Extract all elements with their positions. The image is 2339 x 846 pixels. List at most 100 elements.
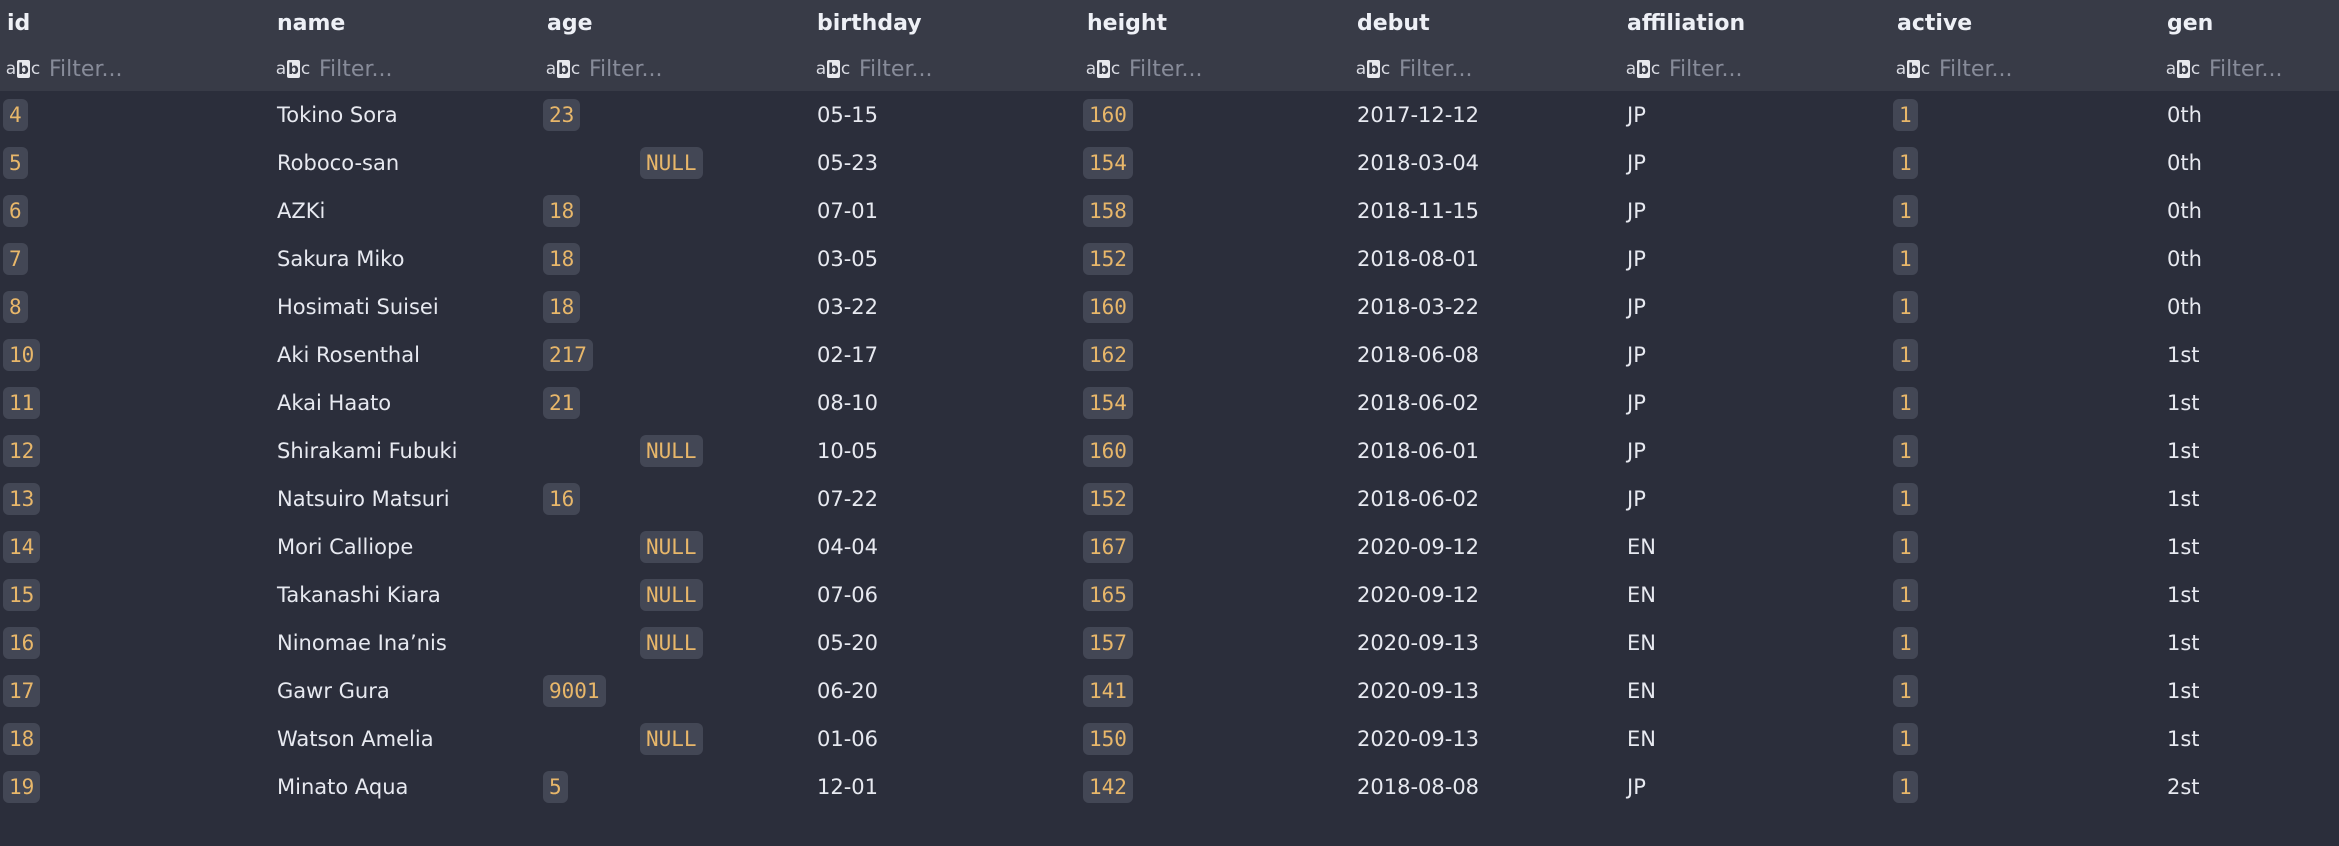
cell-id[interactable]: 14 xyxy=(3,531,41,563)
table-row[interactable]: 16 Ninomae Ina’nis NULL 05-20 157 2020-09-13 E… xyxy=(0,619,2339,667)
cell-height[interactable]: 160 xyxy=(1083,99,1133,131)
table-row[interactable]: 13 Natsuiro Matsuri 16 07-22 152 2018-06-02 JP… xyxy=(0,475,2339,523)
cell-active[interactable]: 1 xyxy=(1893,771,1918,803)
cell-height[interactable]: 158 xyxy=(1083,195,1133,227)
cell-age[interactable]: 18 xyxy=(543,291,581,323)
filter-input-age[interactable] xyxy=(589,56,789,82)
table-row[interactable]: 15 Takanashi Kiara NULL 07-06 165 2020-09-12 E… xyxy=(0,571,2339,619)
cell-gen[interactable]: 0th xyxy=(2167,295,2202,319)
cell-id[interactable]: 12 xyxy=(3,435,41,467)
table-row[interactable]: 4 Tokino Sora 23 05-15 160 2017-12-12 JP 1 0th xyxy=(0,91,2339,139)
table-row[interactable]: 8 Hosimati Suisei 18 03-22 160 2018-03-22 JP 1 0… xyxy=(0,283,2339,331)
cell-id[interactable]: 8 xyxy=(3,291,28,323)
column-header-affiliation[interactable]: affiliation xyxy=(1627,11,1746,36)
cell-active[interactable]: 1 xyxy=(1893,675,1918,707)
cell-gen[interactable]: 0th xyxy=(2167,199,2202,223)
cell-birthday[interactable]: 12-01 xyxy=(817,775,879,799)
cell-birthday[interactable]: 08-10 xyxy=(817,391,879,415)
cell-debut[interactable]: 2018-06-01 xyxy=(1357,439,1480,463)
cell-debut[interactable]: 2017-12-12 xyxy=(1357,103,1480,127)
filter-input-birthday[interactable] xyxy=(859,56,1059,82)
cell-age[interactable]: 18 xyxy=(543,195,581,227)
cell-height[interactable]: 160 xyxy=(1083,435,1133,467)
cell-height[interactable]: 154 xyxy=(1083,147,1133,179)
cell-affiliation[interactable]: JP xyxy=(1627,295,1646,319)
cell-affiliation[interactable]: EN xyxy=(1627,679,1656,703)
column-header-id[interactable]: id xyxy=(7,11,31,36)
cell-name[interactable]: AZKi xyxy=(277,199,326,223)
cell-affiliation[interactable]: JP xyxy=(1627,391,1646,415)
table-row[interactable]: 6 AZKi 18 07-01 158 2018-11-15 JP 1 0th xyxy=(0,187,2339,235)
cell-birthday[interactable]: 06-20 xyxy=(817,679,879,703)
cell-active[interactable]: 1 xyxy=(1893,531,1918,563)
table-row[interactable]: 10 Aki Rosenthal 217 02-17 162 2018-06-08 JP 1 1… xyxy=(0,331,2339,379)
cell-name[interactable]: Hosimati Suisei xyxy=(277,295,439,319)
cell-debut[interactable]: 2020-09-13 xyxy=(1357,727,1480,751)
cell-gen[interactable]: 1st xyxy=(2167,583,2200,607)
column-header-height[interactable]: height xyxy=(1087,11,1168,36)
cell-id[interactable]: 15 xyxy=(3,579,41,611)
cell-gen[interactable]: 1st xyxy=(2167,487,2200,511)
cell-name[interactable]: Ninomae Ina’nis xyxy=(277,631,447,655)
cell-debut[interactable]: 2018-06-02 xyxy=(1357,487,1480,511)
cell-affiliation[interactable]: JP xyxy=(1627,487,1646,511)
cell-age[interactable]: 21 xyxy=(543,387,581,419)
cell-height[interactable]: 157 xyxy=(1083,627,1133,659)
cell-active[interactable]: 1 xyxy=(1893,99,1918,131)
cell-active[interactable]: 1 xyxy=(1893,291,1918,323)
null-badge[interactable]: NULL xyxy=(640,147,703,179)
cell-affiliation[interactable]: EN xyxy=(1627,631,1656,655)
cell-birthday[interactable]: 03-22 xyxy=(817,295,879,319)
cell-active[interactable]: 1 xyxy=(1893,195,1918,227)
cell-id[interactable]: 11 xyxy=(3,387,41,419)
cell-affiliation[interactable]: JP xyxy=(1627,151,1646,175)
cell-active[interactable]: 1 xyxy=(1893,723,1918,755)
cell-age[interactable]: 5 xyxy=(543,771,568,803)
cell-debut[interactable]: 2018-08-01 xyxy=(1357,247,1480,271)
cell-height[interactable]: 162 xyxy=(1083,339,1133,371)
cell-name[interactable]: Roboco-san xyxy=(277,151,400,175)
cell-gen[interactable]: 1st xyxy=(2167,439,2200,463)
cell-name[interactable]: Natsuiro Matsuri xyxy=(277,487,450,511)
table-row[interactable]: 18 Watson Amelia NULL 01-06 150 2020-09-13 EN 1… xyxy=(0,715,2339,763)
filter-input-name[interactable] xyxy=(319,56,519,82)
null-badge[interactable]: NULL xyxy=(640,627,703,659)
cell-affiliation[interactable]: JP xyxy=(1627,439,1646,463)
cell-name[interactable]: Tokino Sora xyxy=(277,103,398,127)
cell-gen[interactable]: 2st xyxy=(2167,775,2200,799)
cell-birthday[interactable]: 07-22 xyxy=(817,487,879,511)
cell-height[interactable]: 152 xyxy=(1083,483,1133,515)
cell-id[interactable]: 18 xyxy=(3,723,41,755)
filter-input-id[interactable] xyxy=(49,56,249,82)
table-row[interactable]: 19 Minato Aqua 5 12-01 142 2018-08-08 JP 1 2st xyxy=(0,763,2339,811)
cell-debut[interactable]: 2020-09-13 xyxy=(1357,679,1480,703)
cell-birthday[interactable]: 10-05 xyxy=(817,439,879,463)
cell-name[interactable]: Takanashi Kiara xyxy=(277,583,441,607)
table-row[interactable]: 11 Akai Haato 21 08-10 154 2018-06-02 JP 1 1st xyxy=(0,379,2339,427)
cell-affiliation[interactable]: EN xyxy=(1627,727,1656,751)
cell-birthday[interactable]: 01-06 xyxy=(817,727,879,751)
null-badge[interactable]: NULL xyxy=(640,723,703,755)
null-badge[interactable]: NULL xyxy=(640,531,703,563)
table-row[interactable]: 5 Roboco-san NULL 05-23 154 2018-03-04 JP 1 0th xyxy=(0,139,2339,187)
cell-name[interactable]: Shirakami Fubuki xyxy=(277,439,458,463)
filter-input-gen[interactable] xyxy=(2209,56,2339,82)
cell-birthday[interactable]: 07-01 xyxy=(817,199,879,223)
cell-name[interactable]: Minato Aqua xyxy=(277,775,409,799)
cell-id[interactable]: 17 xyxy=(3,675,41,707)
cell-id[interactable]: 7 xyxy=(3,243,28,275)
cell-debut[interactable]: 2018-11-15 xyxy=(1357,199,1480,223)
cell-birthday[interactable]: 04-04 xyxy=(817,535,879,559)
cell-affiliation[interactable]: JP xyxy=(1627,199,1646,223)
cell-id[interactable]: 6 xyxy=(3,195,28,227)
cell-height[interactable]: 142 xyxy=(1083,771,1133,803)
cell-id[interactable]: 5 xyxy=(3,147,28,179)
cell-gen[interactable]: 1st xyxy=(2167,391,2200,415)
column-header-debut[interactable]: debut xyxy=(1357,11,1430,36)
cell-birthday[interactable]: 02-17 xyxy=(817,343,879,367)
cell-active[interactable]: 1 xyxy=(1893,627,1918,659)
filter-input-debut[interactable] xyxy=(1399,56,1599,82)
cell-birthday[interactable]: 05-20 xyxy=(817,631,879,655)
cell-height[interactable]: 154 xyxy=(1083,387,1133,419)
column-header-gen[interactable]: gen xyxy=(2167,11,2214,36)
